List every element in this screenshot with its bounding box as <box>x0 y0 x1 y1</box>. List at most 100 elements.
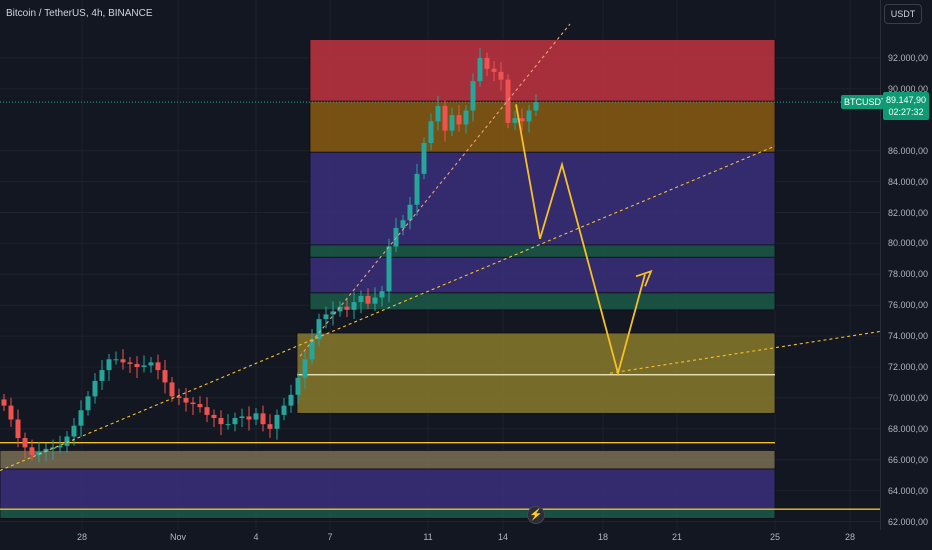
projection-arrowhead <box>635 269 653 287</box>
trend-line <box>299 23 571 357</box>
candle-body <box>484 58 490 69</box>
candle-body <box>246 416 252 420</box>
candle-body <box>344 306 350 310</box>
price-tick: 70.000,00 <box>888 392 929 403</box>
chart-title: Bitcoin / TetherUS, 4h, BINANCE <box>6 8 153 19</box>
price-tick: 74.000,00 <box>888 331 929 342</box>
time-tick: 11 <box>423 532 433 542</box>
candle-body <box>316 319 322 340</box>
candle-body <box>267 424 273 429</box>
candle-body <box>211 414 217 418</box>
price-zones <box>0 39 776 519</box>
last-price-value: 89.147,90 <box>885 95 927 105</box>
time-tick: 7 <box>327 532 333 542</box>
candle-body <box>456 115 462 125</box>
candle-body <box>470 81 476 111</box>
time-tick: Nov <box>169 532 187 542</box>
price-tick: 62.000,00 <box>888 516 929 527</box>
candle-body <box>512 118 518 123</box>
price-tick: 90.000,00 <box>888 83 929 94</box>
candle-body <box>141 365 147 367</box>
price-tick: 72.000,00 <box>888 362 929 372</box>
candle-body <box>169 382 175 397</box>
candle-body <box>15 419 21 439</box>
candle-body <box>204 407 210 415</box>
candle-body <box>57 445 63 448</box>
price-axis[interactable] <box>880 0 932 530</box>
time-tick: 14 <box>497 532 509 542</box>
currency-button[interactable]: USDT <box>884 4 922 24</box>
candle-body <box>477 58 483 82</box>
candle-body <box>113 359 119 361</box>
price-zone <box>309 256 776 294</box>
candle-body <box>253 413 259 420</box>
price-tick: 92.000,00 <box>888 53 929 63</box>
candle-body <box>29 447 35 456</box>
candle-body <box>302 359 308 378</box>
candle-body <box>428 121 434 143</box>
price-zone <box>309 244 776 258</box>
candle-body <box>449 115 455 131</box>
candle-body <box>127 362 133 364</box>
candle-body <box>155 362 161 371</box>
candle-body <box>64 436 70 446</box>
price-tick: 80.000,00 <box>888 238 929 249</box>
candle-body <box>50 447 56 449</box>
candle-body <box>407 204 413 221</box>
candle-body <box>183 397 189 403</box>
price-tick: 64.000,00 <box>888 485 929 496</box>
candle-body <box>36 451 42 456</box>
candle-body <box>519 118 525 122</box>
trend-overlays <box>0 23 881 472</box>
candle-body <box>176 396 182 398</box>
price-tick: 86.000,00 <box>888 145 929 156</box>
candle-body <box>239 416 245 418</box>
candle-body <box>295 377 301 395</box>
horizontal-lines <box>0 101 880 510</box>
candle-body <box>106 359 112 371</box>
price-zone <box>0 450 776 470</box>
price-zone <box>0 468 776 510</box>
price-tick: 82.000,00 <box>888 207 929 218</box>
price-zone <box>309 39 776 102</box>
price-zone <box>296 332 776 414</box>
candlesticks <box>1 47 539 463</box>
candle-body <box>463 110 469 125</box>
candle-body <box>330 311 336 315</box>
price-zone <box>309 100 776 153</box>
candle-body <box>1 399 7 406</box>
candle-body <box>274 414 280 429</box>
time-tick: 4 <box>253 532 259 542</box>
candle-body <box>71 425 77 437</box>
candle-body <box>386 246 392 292</box>
candle-body <box>120 359 126 363</box>
candle-body <box>379 291 385 298</box>
candle-body <box>99 370 105 381</box>
candle-body <box>148 362 154 366</box>
candle-body <box>288 394 294 406</box>
candle-body <box>533 102 539 111</box>
trend-line <box>0 145 776 472</box>
time-tick: 28 <box>76 532 88 542</box>
price-zone <box>0 508 776 519</box>
candle-body <box>190 402 196 405</box>
time-tick: 21 <box>671 532 683 542</box>
candle-body <box>365 295 371 304</box>
candle-body <box>435 105 441 122</box>
candle-body <box>43 448 49 452</box>
candle-body <box>372 297 378 304</box>
candle-body <box>197 404 203 408</box>
candle-body <box>505 79 511 123</box>
price-zone <box>309 292 776 311</box>
candle-body <box>78 410 84 426</box>
candle-body <box>92 380 98 397</box>
candle-body <box>22 438 28 448</box>
candle-body <box>526 110 532 122</box>
candle-body <box>421 142 427 174</box>
bolt-icon[interactable]: ⚡ <box>527 506 545 524</box>
candle-body <box>162 370 168 383</box>
candle-body <box>358 295 364 303</box>
price-tick: 68.000,00 <box>888 423 929 434</box>
time-tick: 25 <box>769 532 781 542</box>
